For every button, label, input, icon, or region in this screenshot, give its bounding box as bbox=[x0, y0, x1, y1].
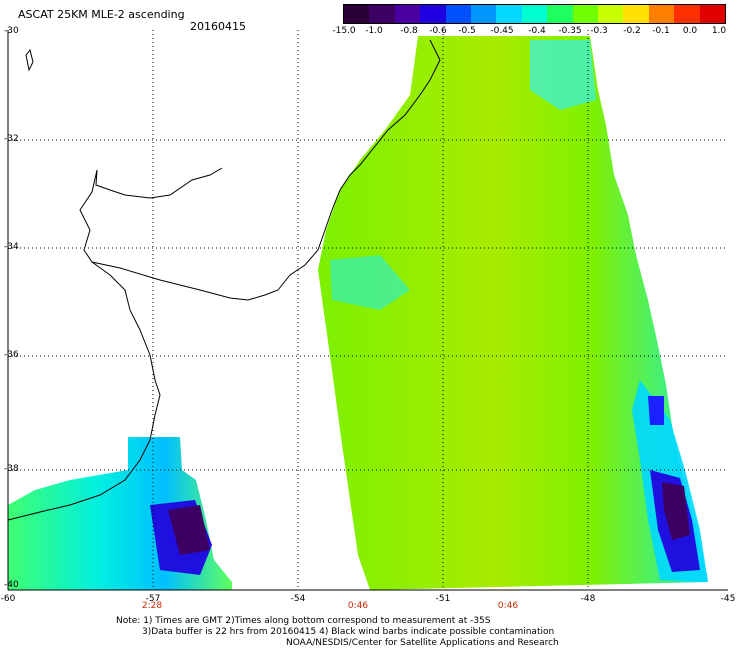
colorbar-segment bbox=[471, 5, 497, 23]
colorbar-label: -0.45 bbox=[490, 26, 514, 36]
colorbar-label: 1.0 bbox=[711, 26, 727, 36]
colorbar-label: 0.0 bbox=[682, 26, 698, 36]
colorbar bbox=[343, 4, 726, 24]
time-label: 0:46 bbox=[497, 601, 519, 611]
lon-label: -51 bbox=[435, 594, 451, 604]
lon-label: -48 bbox=[580, 594, 596, 604]
colorbar-segment bbox=[369, 5, 395, 23]
lat-label: -30 bbox=[4, 26, 19, 36]
colorbar-label: -0.4 bbox=[528, 26, 546, 36]
colorbar-segment bbox=[674, 5, 700, 23]
lon-label: -45 bbox=[720, 594, 736, 604]
frame bbox=[7, 30, 728, 591]
colorbar-label: -0.5 bbox=[458, 26, 476, 36]
note-line: 3)Data buffer is 22 hrs from 20160415 4)… bbox=[142, 627, 555, 637]
time-label: 2:28 bbox=[141, 601, 163, 611]
colorbar-label: -0.2 bbox=[623, 26, 641, 36]
colorbar-segment bbox=[572, 5, 599, 23]
colorbar-segment bbox=[699, 5, 726, 23]
swath-left-cyan bbox=[330, 255, 410, 310]
note-line: NOAA/NESDIS/Center for Satellite Applica… bbox=[286, 638, 559, 648]
colorbar-segment bbox=[547, 5, 573, 23]
colorbar-label: -0.35 bbox=[558, 26, 582, 36]
lat-label: -40 bbox=[4, 580, 19, 590]
colorbar-label: -0.3 bbox=[590, 26, 608, 36]
colorbar-segment bbox=[420, 5, 446, 23]
colorbar-segment bbox=[445, 5, 472, 23]
colorbar-label: -15.0 bbox=[332, 26, 356, 36]
swath-sw-min bbox=[168, 505, 210, 555]
swath-top-cyan bbox=[530, 40, 596, 110]
lat-label: -34 bbox=[4, 242, 19, 252]
colorbar-segment bbox=[623, 5, 649, 23]
colorbar-label: -0.1 bbox=[652, 26, 670, 36]
data-swath-main bbox=[318, 36, 708, 590]
lon-label: -57 bbox=[145, 594, 161, 604]
colorbar-segment bbox=[344, 5, 370, 23]
map-title: ASCAT 25KM MLE-2 ascending bbox=[18, 8, 185, 21]
grid bbox=[8, 30, 728, 590]
colorbar-segment bbox=[394, 5, 421, 23]
coastline bbox=[79, 39, 441, 301]
lon-label: -60 bbox=[0, 594, 16, 604]
colorbar-label: -0.6 bbox=[429, 26, 447, 36]
lat-label: -36 bbox=[4, 350, 19, 360]
colorbar-label: -0.8 bbox=[400, 26, 418, 36]
island bbox=[25, 48, 34, 72]
colorbar-label: -1.0 bbox=[365, 26, 383, 36]
lat-label: -32 bbox=[4, 134, 19, 144]
swath-edge-min bbox=[662, 482, 690, 540]
lon-label: -54 bbox=[290, 594, 306, 604]
map-date: 20160415 bbox=[190, 20, 246, 33]
colorbar-segment bbox=[648, 5, 675, 23]
swath-edge-low-2 bbox=[648, 396, 664, 425]
colorbar-segment bbox=[521, 5, 548, 23]
lat-label: -38 bbox=[4, 464, 19, 474]
note-line: Note: 1) Times are GMT 2)Times along bot… bbox=[116, 616, 491, 626]
colorbar-segment bbox=[598, 5, 624, 23]
coastline-estuary bbox=[7, 261, 161, 521]
time-label: 0:46 bbox=[347, 601, 369, 611]
colorbar-segment bbox=[496, 5, 522, 23]
